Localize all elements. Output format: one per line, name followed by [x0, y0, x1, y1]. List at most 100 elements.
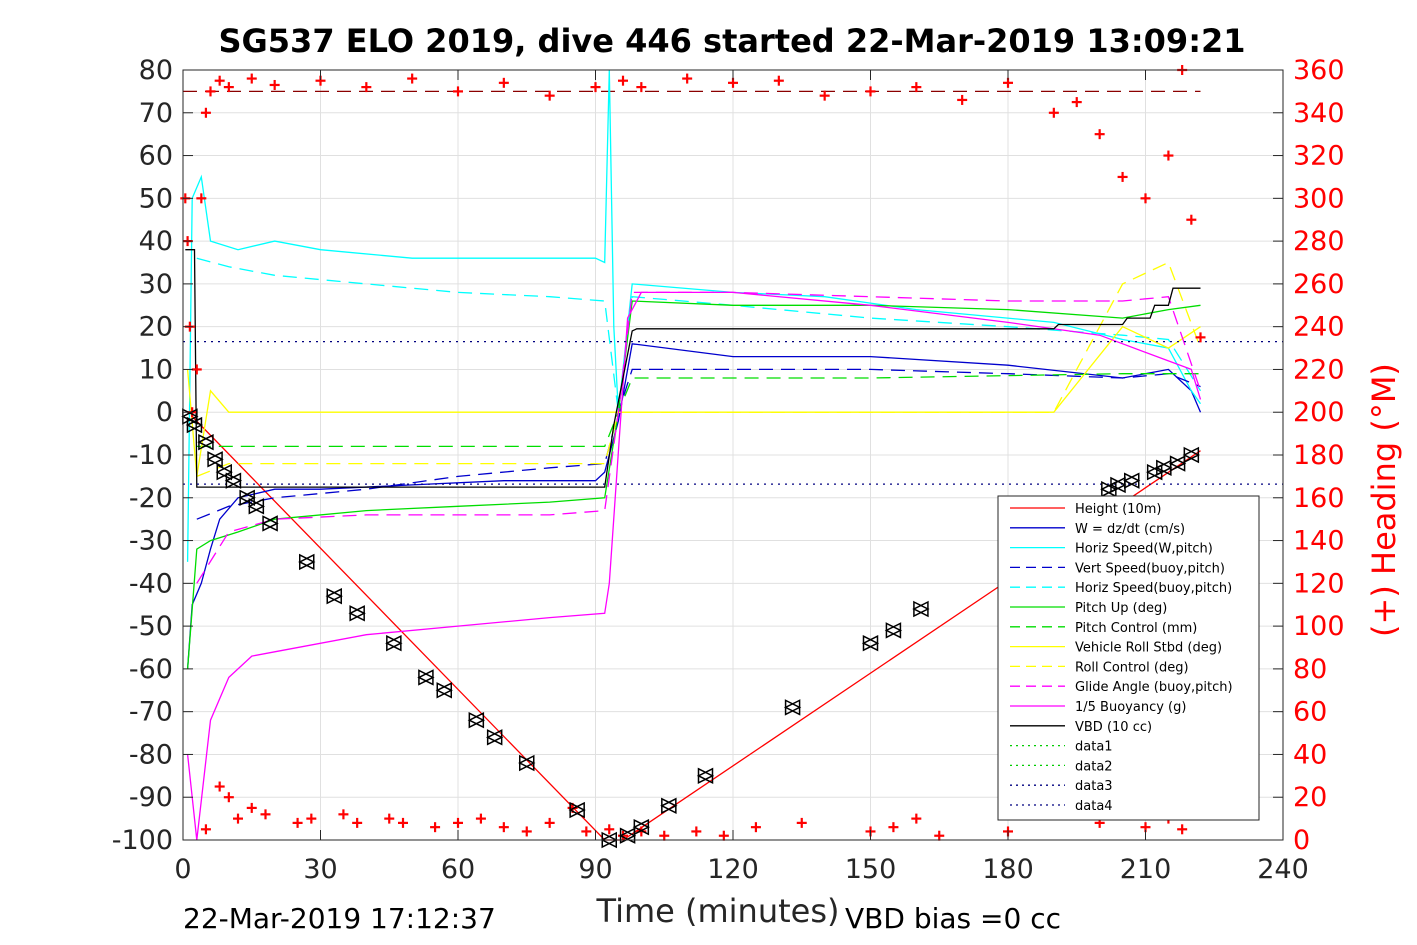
heading-marker	[1071, 97, 1082, 108]
x-tick-label: 180	[982, 854, 1034, 885]
x-tick-label: 90	[578, 854, 612, 885]
y-right-tick-label: 100	[1293, 611, 1345, 642]
heading-marker	[1195, 332, 1206, 343]
x-tick-label: 0	[174, 854, 191, 885]
y-tick-label: -80	[129, 739, 173, 770]
legend-label: Roll Control (deg)	[1075, 660, 1189, 675]
heading-marker	[521, 826, 532, 837]
legend-label: data4	[1075, 799, 1113, 814]
series-line-9	[196, 291, 1202, 584]
waypoint-marker	[660, 797, 678, 814]
waypoint-marker	[632, 818, 651, 836]
y-tick-label: 70	[139, 98, 173, 129]
legend-label: 1/5 Buoyancy (g)	[1075, 700, 1186, 715]
footer-timestamp: 22-Mar-2019 17:12:37	[183, 902, 496, 935]
heading-marker	[1117, 171, 1128, 182]
y-tick-label: -20	[129, 483, 173, 514]
legend-label: Glide Angle (buoy,pitch)	[1075, 680, 1233, 695]
heading-marker	[223, 82, 234, 93]
heading-marker	[407, 73, 418, 84]
y-right-tick-label: 160	[1293, 483, 1345, 514]
y-right-tick-label: 240	[1293, 312, 1345, 343]
y-tick-label: 80	[139, 55, 173, 86]
y-right-tick-label: 260	[1293, 269, 1345, 300]
heading-marker	[1094, 129, 1105, 140]
y-right-tick-label: 200	[1293, 397, 1345, 428]
y-tick-label: -10	[129, 440, 173, 471]
heading-marker	[398, 817, 408, 828]
waypoint-marker	[238, 489, 256, 506]
legend: Height (10m) W = dz/dt (cm/s) Horiz Speed(…	[997, 495, 1260, 821]
waypoint-marker	[861, 635, 880, 652]
y-axis-left: 80 70 60 50 40 30 20 10 0 -10 -20 -30 -40 -50 -60 -70 -8…	[112, 55, 193, 856]
series-line-8	[196, 261, 1202, 478]
legend-label: Vert Speed(buoy,pitch)	[1075, 561, 1225, 576]
heading-marker	[1140, 193, 1151, 204]
heading-marker	[911, 82, 922, 93]
legend-label: Height (10m)	[1075, 502, 1161, 517]
series-line-11	[185, 249, 1201, 488]
y-right-tick-label: 20	[1293, 782, 1327, 813]
series-line-4	[196, 257, 1202, 413]
heading-marker	[1186, 214, 1197, 225]
heading-marker	[214, 781, 225, 792]
heading-marker	[269, 79, 280, 90]
waypoint-marker	[1123, 472, 1141, 489]
legend-label: W = dz/dt (cm/s)	[1075, 522, 1185, 537]
heading-marker	[384, 813, 395, 824]
footer-vbd-bias: VBD bias =0 cc	[845, 902, 1061, 935]
legend-label: Vehicle Roll Stbd (deg)	[1075, 641, 1222, 656]
y-axis-right: 3603403203002802602402202001801601401201…	[1273, 55, 1345, 856]
y-right-tick-label: 60	[1293, 697, 1327, 728]
heading-marker	[544, 817, 555, 828]
waypoint-marker	[618, 827, 637, 844]
y-right-tick-label: 40	[1293, 739, 1327, 770]
heading-marker	[865, 86, 876, 97]
heading-marker	[200, 107, 211, 118]
y-tick-label: 40	[139, 226, 173, 257]
waypoint-marker	[1168, 455, 1187, 472]
heading-marker	[214, 75, 225, 86]
legend-label: data1	[1075, 740, 1113, 755]
y-right-tick-label: 300	[1293, 183, 1345, 214]
waypoint-marker	[325, 587, 343, 605]
waypoint-marker	[348, 605, 366, 622]
chart-title: SG537 ELO 2019, dive 446 started 22-Mar-…	[218, 22, 1245, 60]
heading-marker	[659, 830, 670, 841]
waypoint-markers	[181, 408, 1201, 849]
heading-marker	[934, 830, 945, 841]
heading-marker	[475, 813, 486, 824]
heading-marker	[352, 817, 363, 828]
waypoint-marker	[1182, 446, 1201, 464]
y-tick-label: 30	[139, 269, 173, 300]
legend-label: data2	[1075, 759, 1113, 774]
heading-marker	[292, 817, 303, 828]
waypoint-marker	[467, 712, 486, 729]
y-right-tick-label: 280	[1293, 226, 1345, 257]
heading-marker	[604, 824, 615, 835]
waypoint-marker	[215, 463, 233, 481]
waypoint-marker	[884, 622, 903, 639]
waypoint-marker	[518, 754, 536, 772]
waypoint-marker	[206, 451, 224, 468]
legend-label: Pitch Up (deg)	[1075, 601, 1167, 616]
waypoint-marker	[783, 699, 802, 716]
heading-marker	[430, 822, 441, 833]
y-right-tick-label: 320	[1293, 141, 1345, 172]
y-right-tick-label: 360	[1293, 55, 1345, 86]
heading-marker	[636, 82, 647, 93]
x-tick-label: 30	[303, 854, 337, 885]
heading-marker	[581, 826, 592, 837]
y-tick-label: -50	[129, 611, 173, 642]
y-right-tick-label: 220	[1293, 354, 1345, 385]
waypoint-marker	[435, 682, 453, 699]
heading-marker	[453, 86, 463, 97]
x-tick-label: 60	[441, 854, 475, 885]
heading-marker	[1163, 150, 1174, 161]
heading-marker	[544, 90, 555, 101]
y-right-tick-label: 180	[1293, 440, 1345, 471]
waypoint-marker	[696, 767, 715, 785]
heading-marker	[590, 82, 601, 93]
heading-marker	[888, 822, 899, 833]
waypoint-marker	[385, 635, 403, 652]
